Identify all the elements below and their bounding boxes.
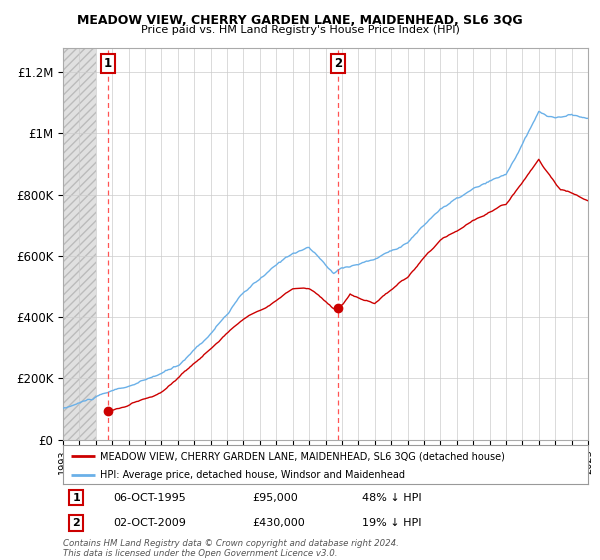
Text: MEADOW VIEW, CHERRY GARDEN LANE, MAIDENHEAD, SL6 3QG (detached house): MEADOW VIEW, CHERRY GARDEN LANE, MAIDENH… xyxy=(100,451,505,461)
Text: 02-OCT-2009: 02-OCT-2009 xyxy=(113,518,186,528)
Text: £430,000: £430,000 xyxy=(252,518,305,528)
Text: 19% ↓ HPI: 19% ↓ HPI xyxy=(362,518,422,528)
Text: 48% ↓ HPI: 48% ↓ HPI xyxy=(362,493,422,503)
Text: 2: 2 xyxy=(334,58,342,71)
Text: HPI: Average price, detached house, Windsor and Maidenhead: HPI: Average price, detached house, Wind… xyxy=(100,470,405,479)
Text: £95,000: £95,000 xyxy=(252,493,298,503)
Bar xyxy=(63,48,96,440)
Text: MEADOW VIEW, CHERRY GARDEN LANE, MAIDENHEAD, SL6 3QG: MEADOW VIEW, CHERRY GARDEN LANE, MAIDENH… xyxy=(77,14,523,27)
Text: Contains HM Land Registry data © Crown copyright and database right 2024.
This d: Contains HM Land Registry data © Crown c… xyxy=(63,539,399,558)
Text: 06-OCT-1995: 06-OCT-1995 xyxy=(113,493,185,503)
Text: 1: 1 xyxy=(104,58,112,71)
Text: Price paid vs. HM Land Registry's House Price Index (HPI): Price paid vs. HM Land Registry's House … xyxy=(140,25,460,35)
Text: 1: 1 xyxy=(72,493,80,503)
Text: 2: 2 xyxy=(72,518,80,528)
